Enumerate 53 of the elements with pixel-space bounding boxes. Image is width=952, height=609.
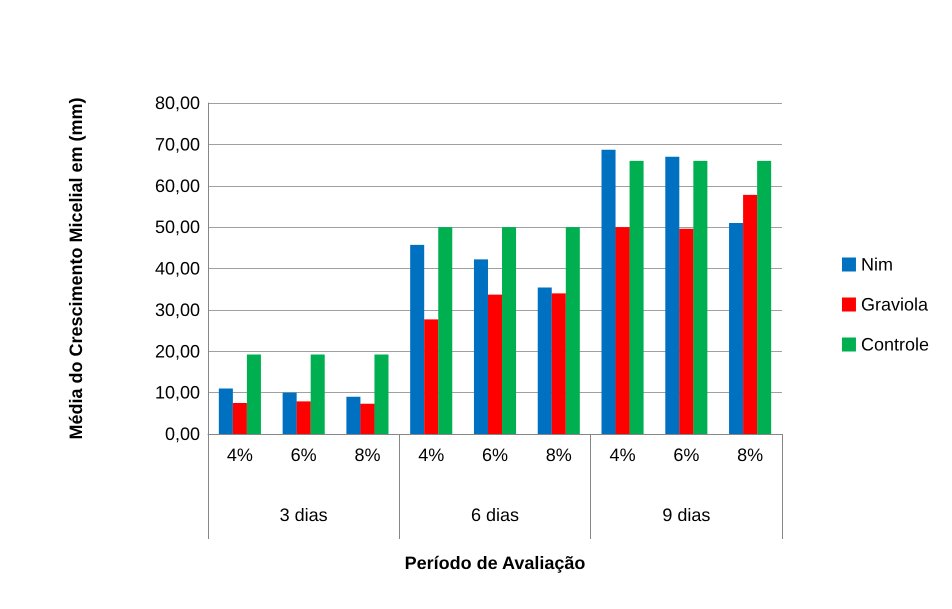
bar (488, 294, 502, 434)
text: 9 dias (662, 505, 710, 525)
bar (474, 259, 488, 434)
bar (410, 244, 424, 434)
bar (232, 402, 247, 434)
bar (693, 160, 708, 434)
x-tick-label: 4% (418, 445, 444, 465)
y-axis-title: Média do Crescimento Micelial em (mm) (66, 97, 86, 440)
legend-label: Graviola (860, 294, 929, 314)
x-tick-label: 8% (546, 445, 572, 465)
bar (296, 401, 311, 434)
y-tick-label: 50,00 (154, 217, 200, 238)
y-tick-label: 30,00 (154, 300, 200, 320)
bar (374, 354, 388, 434)
x-tick-label: 6% (673, 445, 700, 465)
bar (502, 227, 516, 434)
y-tick-label: 20,00 (154, 341, 200, 362)
bar (616, 227, 630, 434)
bar (346, 396, 360, 434)
x-tick-label: 6% (482, 445, 508, 465)
bar (679, 228, 694, 434)
x-tick-label: 8% (737, 445, 764, 465)
y-tick-label: 0,00 (164, 424, 200, 444)
x-tick-label: 4% (226, 445, 253, 465)
bar (438, 227, 452, 434)
x-tick-label: 4% (610, 445, 636, 465)
x-tick-label: 6% (290, 445, 317, 465)
text: 6 dias (470, 505, 520, 525)
y-tick-label: 80,00 (154, 93, 200, 113)
y-tick-label: 10,00 (154, 382, 200, 403)
bar (566, 227, 580, 434)
bar (538, 288, 552, 434)
bar (743, 194, 758, 434)
bar (630, 160, 644, 434)
text: 3 dias (280, 505, 328, 525)
bar (310, 354, 325, 434)
legend-label: Nim (860, 254, 893, 274)
x-axis-title: Período de Avaliação (404, 553, 586, 573)
bar (246, 354, 261, 434)
bar (552, 293, 566, 434)
legend-label: Controle (860, 334, 930, 354)
y-tick-label: 70,00 (154, 134, 200, 154)
y-tick-label: 40,00 (154, 258, 200, 278)
x-tick-label: 8% (354, 445, 380, 465)
bar (424, 319, 438, 434)
bar (757, 160, 772, 434)
y-tick-label: 60,00 (154, 176, 200, 196)
bar (360, 404, 374, 434)
bar (729, 222, 744, 434)
bar (602, 150, 616, 434)
bar (665, 156, 680, 434)
bar (218, 388, 233, 434)
bar (282, 392, 297, 434)
